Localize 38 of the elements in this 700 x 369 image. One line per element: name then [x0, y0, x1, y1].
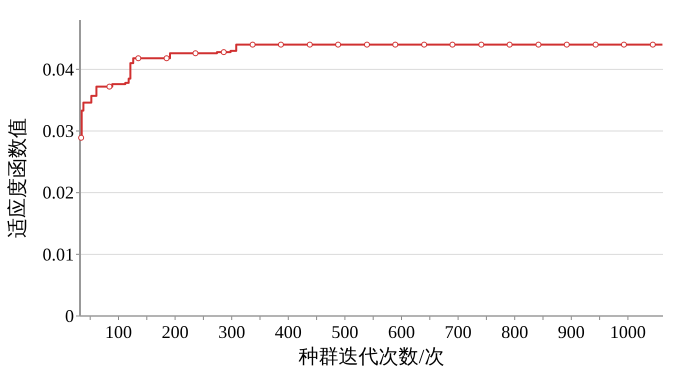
- point: [592, 42, 599, 48]
- y-tick-label: 0: [65, 306, 74, 326]
- x-tick-label: 100: [104, 322, 132, 342]
- x-tick-label: 200: [162, 322, 189, 342]
- point: [421, 42, 428, 48]
- x-tick-label: 700: [444, 322, 472, 342]
- x-tick-label: 900: [558, 322, 585, 342]
- x-tick-label: 400: [274, 322, 302, 342]
- point: [620, 42, 627, 48]
- x-tick-label: 800: [501, 322, 528, 342]
- y-tick-label: 0.02: [42, 182, 74, 203]
- x-tick-label: 500: [331, 322, 358, 342]
- point: [78, 134, 84, 141]
- point: [506, 42, 513, 48]
- point: [478, 42, 484, 48]
- point: [306, 42, 313, 48]
- point: [535, 42, 542, 48]
- point: [564, 42, 570, 48]
- y-tick-label: 0.04: [42, 59, 74, 80]
- point: [192, 50, 198, 56]
- y-tick-label: 0.03: [42, 121, 74, 141]
- x-axis-title: 种群迭代次数/次: [298, 346, 444, 368]
- point: [278, 42, 284, 48]
- y-axis-title: 适应度函数值: [7, 118, 29, 238]
- x-tick-label: 1000: [610, 322, 646, 342]
- point: [650, 42, 656, 48]
- point: [164, 55, 170, 62]
- point: [220, 49, 227, 56]
- point: [392, 42, 398, 48]
- point: [449, 42, 456, 48]
- point: [364, 42, 370, 48]
- x-tick-label: 300: [218, 322, 246, 342]
- y-tick-label: 0.01: [42, 244, 74, 264]
- point: [106, 84, 112, 90]
- point: [335, 42, 342, 48]
- point: [135, 55, 142, 62]
- x-tick-label: 600: [388, 322, 415, 342]
- point: [250, 42, 256, 48]
